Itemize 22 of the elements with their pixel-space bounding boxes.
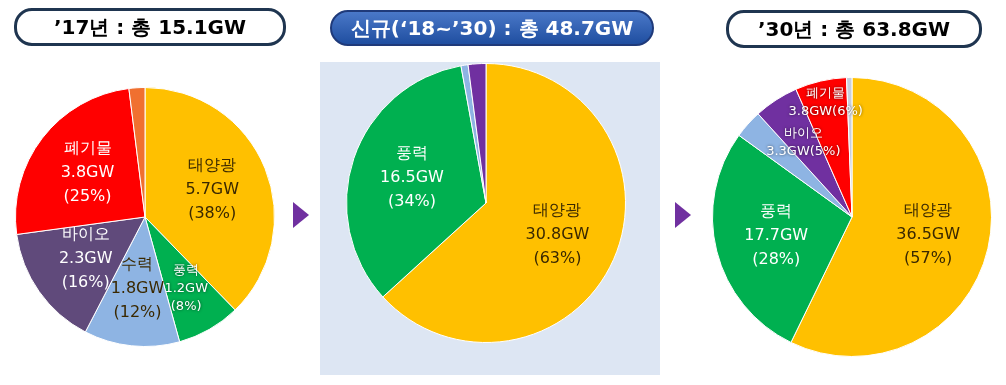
slice-label: 풍력 [173,262,200,278]
slice-label: 바이오 [61,223,110,243]
chart-title: 신규(‘18~’30) : 총 48.7GW [330,10,654,46]
data-label: 17.7GW (28%) [744,225,809,269]
slice-label: 풍력 [760,201,793,221]
data-label: 3.8GW (25%) [60,161,115,205]
slice-label: 풍력 [395,143,428,163]
chart-title: ’30년 : 총 63.8GW [726,10,982,48]
data-label: 3.3GW(5%) [766,142,841,158]
slice-label: 수력 [121,254,154,274]
chart-title: ’17년 : 총 15.1GW [14,8,286,46]
data-label: 16.5GW (34%) [380,167,445,211]
slice-label: 태양광 [904,199,953,219]
slice-label: 태양광 [533,199,582,219]
slice-label: 폐기물 [806,85,846,101]
slice-label: 태양광 [188,154,237,174]
data-label: 36.5GW (57%) [896,223,961,267]
slice-label: 폐기물 [63,137,112,157]
data-label: 2.3GW (16%) [58,247,113,291]
data-label: 30.8GW (63%) [525,223,590,267]
data-label: 1.8GW (12%) [110,278,165,322]
data-label: 5.7GW (38%) [185,178,240,222]
